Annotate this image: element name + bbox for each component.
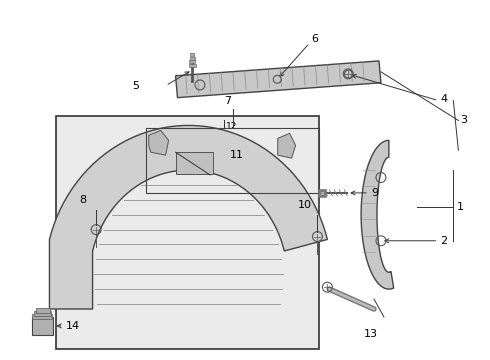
Bar xyxy=(319,190,325,196)
Bar xyxy=(190,60,196,63)
Text: 7: 7 xyxy=(224,95,231,105)
Polygon shape xyxy=(49,126,327,309)
Bar xyxy=(32,314,51,319)
Text: 8: 8 xyxy=(80,195,87,205)
Bar xyxy=(32,317,53,335)
Bar xyxy=(320,191,324,195)
Bar xyxy=(175,152,213,174)
Text: 12: 12 xyxy=(226,122,237,131)
Text: 2: 2 xyxy=(441,236,447,246)
Bar xyxy=(146,129,319,193)
Polygon shape xyxy=(278,133,295,158)
Text: 11: 11 xyxy=(230,150,244,160)
Polygon shape xyxy=(149,130,169,155)
Text: 6: 6 xyxy=(312,34,318,44)
Polygon shape xyxy=(361,140,393,289)
Text: 10: 10 xyxy=(297,200,312,210)
Text: 13: 13 xyxy=(364,329,378,339)
Bar xyxy=(318,189,326,197)
Text: 5: 5 xyxy=(132,81,139,91)
Text: 3: 3 xyxy=(460,116,467,126)
Bar xyxy=(189,64,196,67)
Text: 9: 9 xyxy=(371,188,378,198)
Text: 14: 14 xyxy=(65,321,79,331)
Text: 1: 1 xyxy=(456,202,464,212)
Bar xyxy=(34,311,50,316)
Polygon shape xyxy=(175,61,381,98)
Bar xyxy=(190,57,195,60)
Text: 4: 4 xyxy=(441,94,447,104)
Bar xyxy=(191,54,195,57)
Bar xyxy=(56,116,319,349)
Bar xyxy=(36,308,49,313)
